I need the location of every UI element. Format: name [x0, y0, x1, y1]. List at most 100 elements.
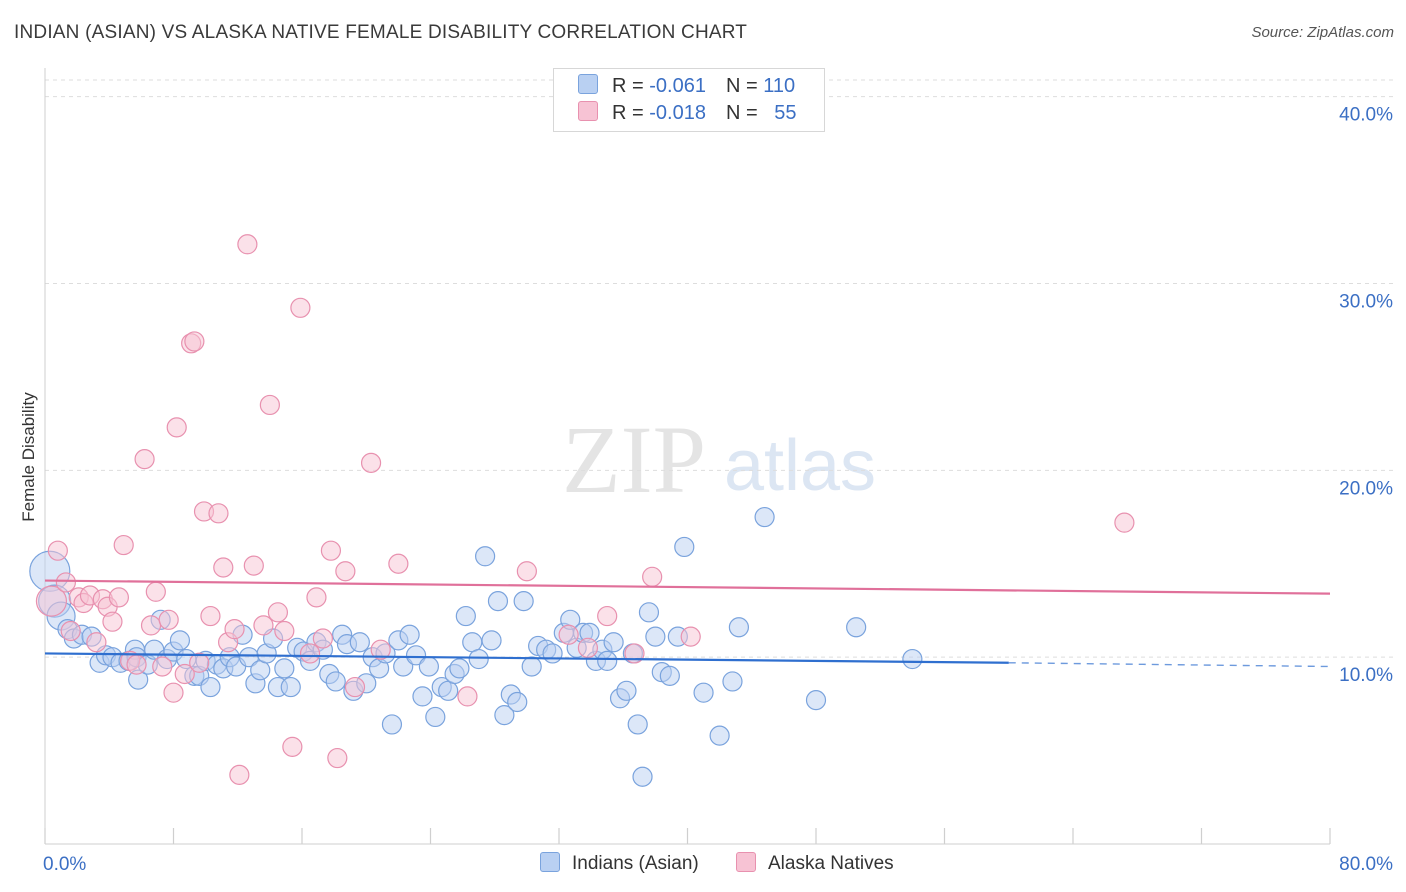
point-alaska-natives — [259, 394, 280, 416]
legend-r-value: -0.018 — [649, 102, 706, 124]
point-alaska-natives — [642, 566, 663, 587]
point-indians-asian — [597, 650, 618, 672]
point-alaska-natives — [457, 686, 478, 707]
point-alaska-natives — [577, 637, 599, 658]
point-alaska-natives — [306, 587, 327, 608]
point-indians-asian — [425, 706, 446, 728]
point-indians-asian — [754, 506, 775, 528]
y-axis-label: Female Disability — [19, 392, 38, 522]
watermark-atlas: atlas — [724, 426, 876, 506]
legend-r-value: -0.061 — [649, 75, 706, 97]
point-alaska-natives — [189, 652, 210, 673]
point-indians-asian — [462, 632, 483, 653]
bottom-legend-swatch-pink — [736, 852, 756, 872]
point-indians-asian — [645, 626, 666, 647]
point-alaska-natives — [388, 553, 409, 574]
point-alaska-natives — [370, 639, 391, 660]
legend-r-label: R = — [612, 75, 650, 97]
chart-title: INDIAN (ASIAN) VS ALASKA NATIVE FEMALE D… — [14, 22, 748, 43]
point-indians-asian — [475, 546, 496, 567]
point-indians-asian — [674, 536, 695, 558]
point-alaska-natives — [113, 534, 134, 556]
x-tick-label: 0.0% — [43, 854, 86, 875]
y-tick-label: 10.0% — [1339, 665, 1393, 686]
point-alaska-natives — [558, 624, 579, 645]
point-alaska-natives — [102, 611, 123, 632]
point-indians-asian — [693, 682, 714, 703]
point-indians-asian — [659, 665, 680, 686]
point-alaska-natives — [327, 747, 348, 769]
point-indians-asian — [603, 632, 624, 653]
point-alaska-natives — [158, 609, 179, 630]
y-tick-label: 30.0% — [1339, 292, 1393, 313]
x-ticks — [44, 828, 1331, 844]
point-indians-asian — [722, 671, 743, 692]
bottom-legend-label: Alaska Natives — [768, 853, 894, 874]
trendline-alaska-natives — [44, 579, 1331, 595]
trendlines — [44, 579, 1331, 668]
point-alaska-natives — [290, 297, 311, 318]
bottom-legend-alaska-natives: Alaska Natives — [736, 852, 894, 875]
point-indians-asian — [325, 671, 346, 692]
point-alaska-natives — [55, 572, 76, 593]
point-alaska-natives — [166, 417, 187, 438]
point-indians-asian — [280, 676, 301, 698]
point-alaska-natives — [200, 605, 221, 627]
point-alaska-natives — [243, 555, 264, 576]
point-alaska-natives — [360, 452, 382, 473]
point-alaska-natives — [299, 643, 321, 664]
trendline-indians-asian-extension — [1008, 662, 1331, 668]
point-indians-asian — [381, 714, 403, 735]
point-alaska-natives — [224, 619, 245, 640]
point-indians-asian — [521, 656, 542, 677]
point-alaska-natives — [213, 557, 234, 578]
correlation-legend: R = -0.061 N = 110 R = -0.018 N = 55 — [553, 68, 825, 132]
watermark-zip: ZIP — [562, 406, 706, 513]
point-alaska-natives — [229, 764, 250, 785]
point-indians-asian — [449, 658, 470, 679]
point-alaska-natives — [184, 331, 205, 352]
point-indians-asian — [455, 605, 476, 627]
point-alaska-natives — [108, 587, 129, 608]
point-alaska-natives — [1114, 512, 1135, 533]
point-alaska-natives — [145, 581, 166, 602]
point-alaska-natives — [597, 605, 618, 627]
point-indians-asian — [349, 632, 370, 653]
point-alaska-natives — [312, 628, 333, 649]
point-alaska-natives — [253, 615, 274, 636]
legend-n-label: N = — [725, 75, 764, 97]
point-alaska-natives — [134, 449, 155, 470]
tick-labels: 10.0% 20.0% 30.0% 40.0% 0.0% 80.0% — [43, 105, 1393, 875]
point-indians-asian — [494, 704, 515, 726]
series-alaska-natives-points — [35, 234, 1135, 785]
point-alaska-natives — [680, 626, 701, 647]
point-indians-asian — [405, 645, 427, 666]
point-alaska-natives — [282, 736, 303, 757]
point-alaska-natives — [47, 540, 68, 561]
y-tick-label: 40.0% — [1339, 105, 1393, 126]
point-indians-asian — [616, 680, 637, 701]
point-alaska-natives — [174, 663, 195, 685]
point-alaska-natives — [208, 503, 229, 524]
point-indians-asian — [902, 648, 923, 670]
point-indians-asian — [169, 630, 191, 651]
point-indians-asian — [487, 591, 509, 612]
point-indians-asian — [632, 766, 653, 787]
point-indians-asian — [846, 617, 867, 638]
point-alaska-natives — [126, 654, 147, 675]
point-alaska-natives — [86, 632, 107, 653]
watermark: ZIP atlas — [562, 406, 876, 513]
x-tick-label: 80.0% — [1339, 854, 1393, 875]
point-indians-asian — [481, 630, 502, 651]
point-indians-asian — [250, 660, 271, 681]
trendline-indians-asian — [44, 652, 1009, 664]
point-alaska-natives — [163, 682, 184, 703]
point-alaska-natives — [35, 585, 68, 617]
point-indians-asian — [412, 686, 433, 707]
point-alaska-natives — [335, 561, 356, 582]
legend-n-value: 110 — [763, 75, 796, 97]
legend-n-label: N = — [725, 102, 764, 124]
point-indians-asian — [513, 591, 534, 612]
point-indians-asian — [627, 714, 648, 735]
